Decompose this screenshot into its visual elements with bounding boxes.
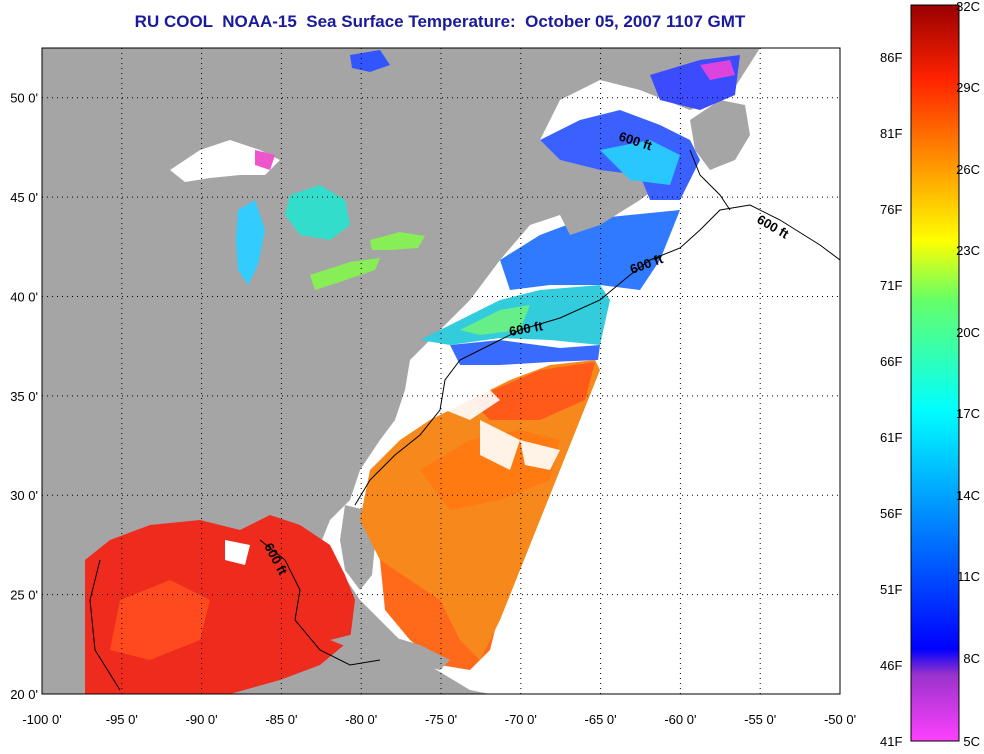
newfoundland-land (690, 100, 750, 170)
atlantic-orange-sst (470, 362, 595, 420)
colorbar-fahrenheit-label: 76F (880, 202, 902, 217)
x-tick-label: -95 0' (106, 712, 138, 727)
colorbar-celsius-label: 32C (956, 0, 980, 14)
lake-huron (285, 185, 350, 240)
colorbar-celsius-label: 14C (956, 488, 980, 503)
colorbar-fahrenheit-label: 51F (880, 582, 902, 597)
colorbar-celsius-label: 8C (963, 651, 980, 666)
colorbar-fahrenheit-label: 56F (880, 506, 902, 521)
colorbar-celsius-label: 20C (956, 325, 980, 340)
map-grid (42, 48, 840, 694)
y-tick-label: 30 0' (10, 488, 38, 503)
y-tick-label: 20 0' (10, 687, 38, 702)
colorbar-celsius-label: 23C (956, 243, 980, 258)
colorbar-fahrenheit-label: 61F (880, 430, 902, 445)
gulf-sst-patch (110, 580, 210, 660)
labrador-magenta (700, 60, 735, 80)
x-tick-label: -85 0' (265, 712, 297, 727)
x-tick-label: -90 0' (186, 712, 218, 727)
colorbar-celsius-label: 11C (957, 569, 980, 584)
x-tick-label: -50 0' (824, 712, 856, 727)
colorbar-fahrenheit-label: 81F (880, 126, 902, 141)
nova-scotia-land (560, 180, 660, 235)
colorbar-labels: 86F 81F 76F 71F 66F 61F 56F 51F 46F 41F 32C 29C 26C 2… (880, 0, 980, 749)
y-tick-label: 45 0' (10, 190, 38, 205)
cuba-land (330, 630, 450, 670)
lake-michigan (236, 200, 265, 285)
colorbar-fahrenheit-label: 41F (880, 734, 902, 749)
y-tick-label: 25 0' (10, 588, 38, 603)
map-title: RU COOL NOAA-15 Sea Surface Temperature:… (134, 12, 746, 31)
x-tick-label: -60 0' (664, 712, 696, 727)
x-tick-label: -70 0' (505, 712, 537, 727)
x-tick-label: -55 0' (744, 712, 776, 727)
lake-superior-east (255, 150, 275, 170)
x-tick-label: -100 0' (22, 712, 61, 727)
lake-ontario (370, 232, 425, 250)
x-tick-label: -65 0' (585, 712, 617, 727)
depth-contour (89, 149, 840, 691)
y-axis-labels: 20 0' 25 0' 30 0' 35 0' 40 0' 45 0' 50 0' (10, 91, 38, 702)
hudson-bay-spot (350, 50, 390, 72)
colorbar-fahrenheit-label: 46F (880, 658, 902, 673)
y-tick-label: 40 0' (10, 289, 38, 304)
x-axis-labels: -100 0' -95 0' -90 0' -85 0' -80 0' -75 0' -70… (22, 712, 856, 727)
colorbar-fahrenheit-label: 66F (880, 354, 902, 369)
colorbar-celsius-label: 26C (956, 162, 980, 177)
colorbar-fahrenheit-label: 86F (880, 50, 902, 65)
colorbar-fahrenheit-label: 71F (880, 278, 902, 293)
x-tick-label: -75 0' (425, 712, 457, 727)
y-tick-label: 50 0' (10, 91, 38, 106)
lake-superior (170, 140, 280, 182)
map-frame (41, 47, 841, 695)
gulf-st-lawrence-cyan (600, 140, 680, 185)
colorbar (910, 4, 960, 742)
colorbar-celsius-label: 5C (963, 734, 980, 749)
gulf-cool-patch (225, 540, 250, 565)
y-tick-label: 35 0' (10, 389, 38, 404)
shelf-green (460, 305, 530, 335)
colorbar-celsius-label: 17C (956, 406, 980, 421)
gulf-of-maine-sst (500, 210, 680, 290)
clouds-atlantic (440, 380, 560, 470)
x-tick-label: -80 0' (345, 712, 377, 727)
lake-erie (310, 258, 380, 290)
colorbar-celsius-label: 29C (956, 80, 980, 95)
contour-label: 600 ft (508, 318, 545, 339)
